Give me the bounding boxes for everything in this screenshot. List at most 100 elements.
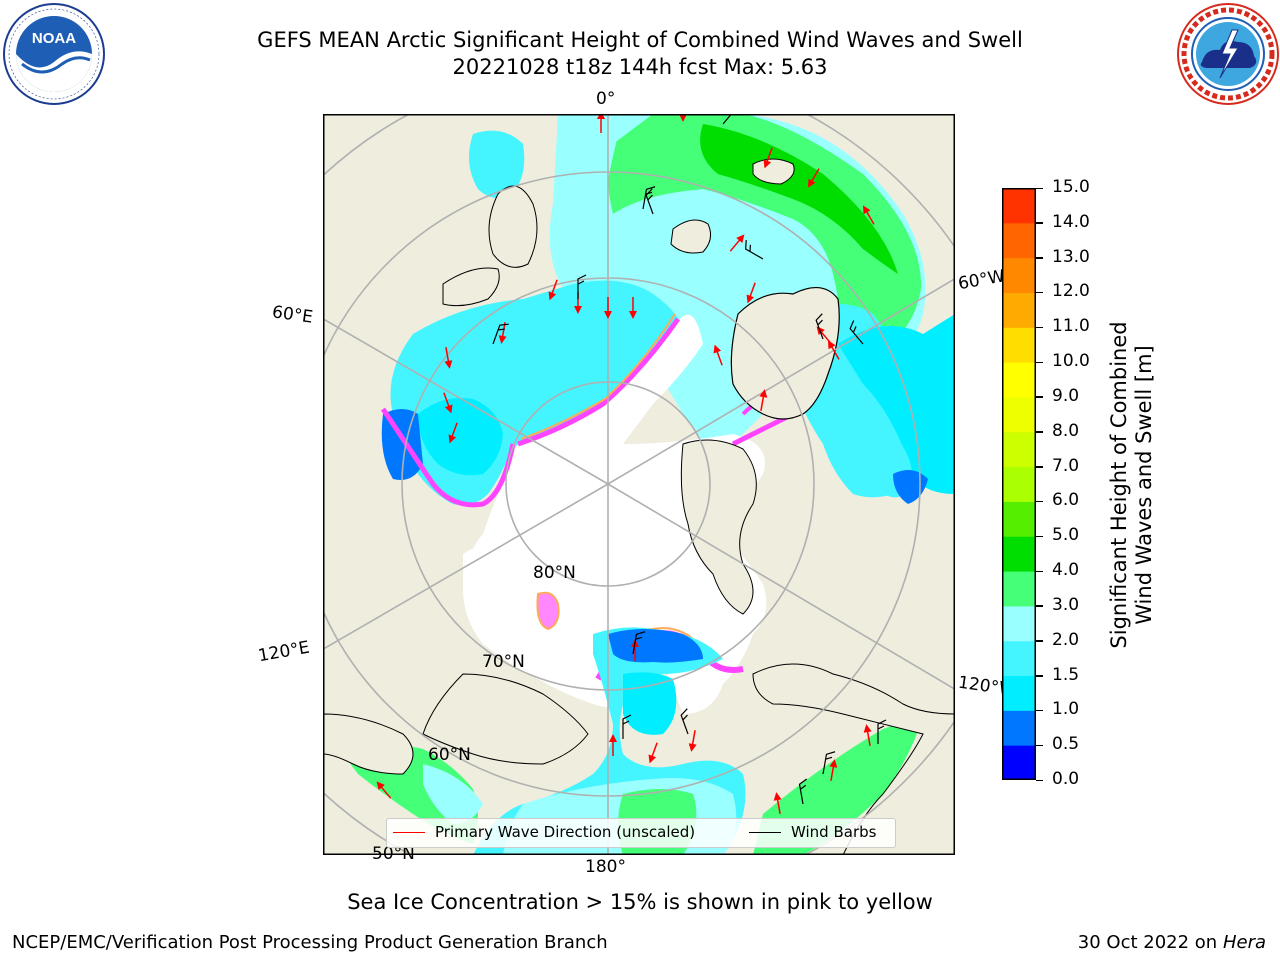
lat-label-50n: 50°N — [372, 844, 415, 864]
colorbar-tick-label: 0.5 — [1052, 734, 1080, 755]
colorbar-tick-mark — [1036, 257, 1043, 259]
colorbar-band — [1002, 257, 1036, 293]
colorbar-tick-mark — [1036, 222, 1043, 224]
wave-arrow — [863, 205, 875, 225]
lat-label-80n: 80°N — [533, 563, 576, 583]
wind-barb — [577, 274, 587, 299]
wind-barb — [877, 719, 887, 744]
colorbar-tick-mark — [1036, 535, 1043, 538]
legend-item-wind-barbs: Wind Barbs — [749, 823, 876, 841]
colorbar-band — [1002, 536, 1036, 572]
legend-label-wave-direction: Primary Wave Direction (unscaled) — [435, 823, 696, 841]
ice-edge-atlantic-inner — [520, 313, 676, 440]
colorbar-title: Significant Height of Combined Wind Wave… — [1107, 321, 1157, 648]
lon-label-60e: 60°E — [270, 302, 315, 328]
wind-barb — [745, 240, 764, 260]
colorbar-tick-mark — [1036, 570, 1043, 573]
colorbar-tick-label: 1.0 — [1052, 699, 1080, 720]
wave-arrow — [548, 279, 558, 301]
legend-swatch-wind-barbs — [749, 831, 781, 833]
colorbar-band — [1002, 222, 1036, 259]
colorbar-tick-label: 10.0 — [1052, 351, 1090, 372]
wave-arrow — [443, 392, 453, 414]
wind-barb — [680, 708, 689, 735]
sea-ice-note: Sea Ice Concentration > 15% is shown in … — [347, 890, 933, 914]
chart-title: GEFS MEAN Arctic Significant Height of C… — [257, 28, 1023, 52]
atlantic-highest-waves — [700, 124, 898, 274]
colorbar-band — [1002, 640, 1036, 677]
hudson-bay-waves — [823, 414, 913, 498]
colorbar-tick-mark — [1036, 605, 1043, 607]
wind-barb — [492, 323, 509, 345]
colorbar-tick-label: 6.0 — [1052, 490, 1080, 511]
footer-branch: NCEP/EMC/Verification Post Processing Pr… — [12, 932, 608, 953]
colorbar-tick-mark — [1036, 640, 1043, 642]
colorbar-band — [1002, 327, 1036, 363]
legend-swatch-wave-direction — [393, 831, 425, 833]
wind-barb — [815, 313, 824, 340]
noaa-logo: NOAA — [2, 2, 106, 106]
kamchatka-landmass — [323, 713, 414, 775]
lon-label-0: 0° — [596, 89, 616, 109]
novaya-zemlya-landmass — [442, 267, 500, 307]
colorbar-frame — [1002, 188, 1036, 780]
colorbar-tick-label: 9.0 — [1052, 385, 1080, 406]
map-legend: Primary Wave Direction (unscaled) Wind B… — [386, 818, 896, 848]
wind-barb — [798, 778, 808, 805]
kara-inner-low-waves — [418, 398, 503, 476]
colorbar-tick-label: 2.0 — [1052, 629, 1080, 650]
colorbar-tick-mark — [1036, 326, 1043, 329]
labrador-sea-high-waves — [838, 314, 955, 494]
wave-arrow — [629, 297, 637, 319]
colorbar-tick-label: 13.0 — [1052, 246, 1090, 267]
colorbar-band — [1002, 362, 1036, 398]
alaska-landmass — [752, 663, 955, 855]
wave-arrow — [773, 792, 782, 814]
wave-arrow — [729, 234, 745, 252]
colorbar-tick-mark — [1036, 431, 1043, 433]
footer-date: 30 Oct 2022 on Hera — [1078, 932, 1266, 953]
wave-arrow — [829, 759, 838, 781]
colorbar-band — [1002, 501, 1036, 537]
canadian-archipelago — [680, 439, 757, 615]
sea-of-okhotsk-waves — [423, 764, 483, 824]
wave-arrow — [604, 297, 612, 319]
chukotka-landmass — [422, 673, 589, 765]
colorbar-tick-label: 14.0 — [1052, 211, 1090, 232]
colorbar-band — [1002, 292, 1036, 328]
ice-floe-patch — [536, 591, 560, 631]
wind-barb — [632, 631, 646, 655]
colorbar-tick-label: 12.0 — [1052, 281, 1090, 302]
noaa-text: NOAA — [32, 30, 76, 47]
ice-edge-siberia — [380, 407, 516, 508]
colorbar-tick-mark — [1036, 396, 1043, 398]
colorbar-tick-mark — [1036, 709, 1043, 712]
colorbar-band — [1002, 710, 1036, 746]
wind-barb — [822, 751, 836, 775]
wave-arrow — [763, 147, 773, 169]
greenland-landmass — [730, 287, 840, 420]
colorbar-band — [1002, 745, 1036, 780]
iceland-landmass — [752, 158, 795, 185]
colorbar-tick-label: 11.0 — [1052, 316, 1090, 337]
colorbar-band — [1002, 396, 1036, 433]
wave-arrow — [448, 422, 458, 444]
baltic-waves — [469, 130, 525, 198]
lon-label-120e: 120°E — [256, 637, 312, 667]
colorbar-tick-mark — [1036, 500, 1043, 503]
wind-barb — [622, 714, 632, 739]
scandinavia-landmass — [488, 185, 538, 268]
svalbard-landmass — [670, 219, 712, 254]
wave-arrow — [746, 282, 756, 304]
arctic-map — [323, 114, 955, 855]
colorbar-tick-mark — [1036, 291, 1043, 294]
wind-barbs — [492, 114, 887, 805]
wave-arrow — [609, 734, 617, 756]
lat-label-60n: 60°N — [428, 745, 471, 765]
colorbar-tick-label: 0.0 — [1052, 769, 1080, 789]
footer-date-text: 30 Oct 2022 on — [1077, 932, 1218, 953]
colorbar-tick-mark — [1036, 187, 1043, 189]
nws-logo — [1176, 2, 1280, 106]
colorbar-title-line2: Wind Waves and Swell [m] — [1132, 345, 1156, 625]
colorbar-tick-label: 8.0 — [1052, 420, 1080, 441]
